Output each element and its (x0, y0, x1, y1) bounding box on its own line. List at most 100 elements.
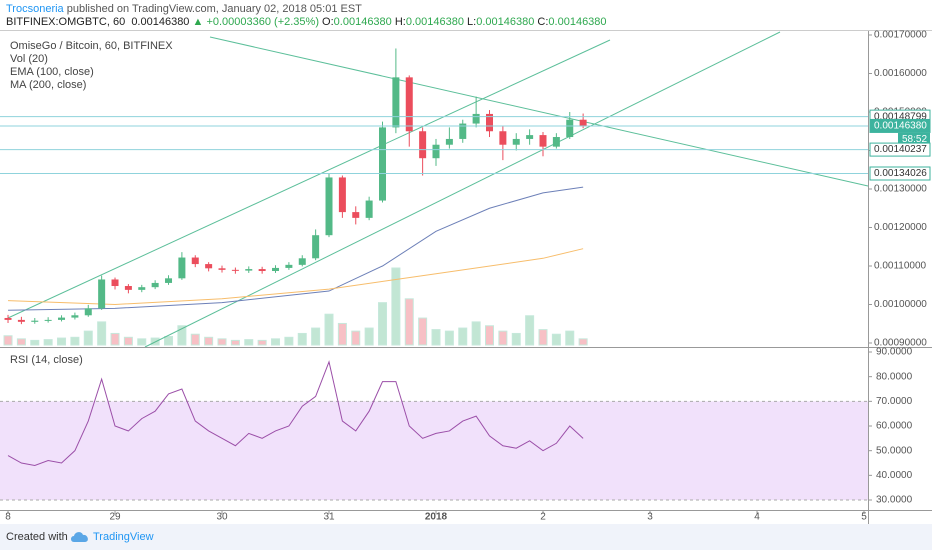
candle-body (4, 317, 12, 320)
candle-body (499, 131, 507, 145)
candle-body (285, 264, 293, 268)
candle-body (165, 278, 173, 283)
volume-bar (471, 321, 481, 346)
y-tick-label: 0.00160000 (874, 68, 927, 79)
rsi-line (7, 360, 584, 466)
ohlc-key: C: (537, 16, 549, 28)
candle-body (552, 137, 560, 147)
rsi-band (0, 401, 868, 501)
volume-bar (337, 322, 347, 346)
legend: OmiseGo / Bitcoin, 60, BITFINEX Vol (20)… (10, 40, 173, 92)
y-tick-label: 0.00130000 (874, 184, 927, 195)
volume-bar (364, 327, 374, 346)
candle-body (392, 77, 400, 128)
volume-bar (230, 339, 240, 346)
volume-bar (311, 327, 321, 346)
candle-body (419, 131, 427, 159)
volume-bar (70, 336, 80, 346)
volume-bar (30, 339, 40, 346)
volume-bar (110, 332, 120, 346)
volume-bar (485, 325, 495, 346)
y-tick-label: 0.00110000 (874, 261, 927, 272)
volume-bar (284, 336, 294, 346)
volume-bar (43, 339, 53, 346)
volume-bar (391, 267, 401, 346)
candle-body (17, 319, 25, 322)
legend-title: OmiseGo / Bitcoin, 60, BITFINEX (10, 40, 173, 52)
volume-bar (16, 338, 26, 346)
legend-entry: MA (200, close) (10, 79, 87, 91)
candle-body (365, 200, 373, 218)
y-tick-label: 90.0000 (876, 347, 913, 358)
y-tick-label: 0.00100000 (874, 299, 927, 310)
candle-body (512, 138, 520, 145)
price-label: 0.00148799 (874, 111, 927, 122)
x-tick-label: 2018 (425, 512, 448, 523)
price-label: 0.00140237 (874, 144, 927, 155)
y-tick-label: 50.0000 (876, 445, 913, 456)
volume-bar (57, 337, 67, 346)
volume-bar (97, 321, 107, 346)
published: published on TradingView.com, January 02… (66, 3, 362, 15)
candle-body (258, 269, 266, 272)
candle-body (218, 268, 226, 270)
y-tick-label: 0.00170000 (874, 30, 927, 41)
volume-bar (431, 329, 441, 346)
y-tick-label: 0.00120000 (874, 222, 927, 233)
ohlc-key: L: (467, 16, 477, 28)
candle-body (44, 319, 52, 321)
candle-body (245, 269, 253, 271)
candle-body (124, 286, 132, 290)
volume-bar (164, 336, 174, 346)
candle-body (312, 235, 320, 259)
volume-bar (458, 327, 468, 346)
volume-bar (83, 330, 93, 346)
y-tick-label: 40.0000 (876, 470, 913, 481)
x-tick-label: 5 (861, 512, 867, 523)
volume-bar (578, 338, 588, 346)
candle-body (566, 119, 574, 138)
legend: RSI (14, close) (10, 354, 83, 367)
volume-bar (217, 338, 227, 346)
volume-bar (150, 337, 160, 346)
volume-bar (271, 338, 281, 346)
candle-body (205, 264, 213, 269)
candle-body (298, 258, 306, 265)
candle-body (191, 257, 199, 265)
y-tick-label: 30.0000 (876, 495, 913, 506)
y-tick-label: 80.0000 (876, 371, 913, 382)
candle-body (138, 287, 146, 290)
volume-bar (257, 339, 267, 346)
x-tick-label: 2 (540, 512, 546, 523)
candle-body (472, 113, 480, 124)
candle-body (71, 315, 79, 318)
candle-body (352, 212, 360, 218)
brand[interactable]: TradingView (93, 531, 154, 543)
x-tick-label: 29 (109, 512, 121, 523)
ohlc-value: 0.00146380 (476, 16, 535, 28)
legend-entry: Vol (20) (10, 53, 48, 65)
volume-bar (204, 336, 214, 346)
ohlc-value: 0.00146380 (548, 16, 607, 28)
candle-body (486, 113, 494, 132)
symbol: BITFINEX:OMGBTC, 60 (6, 16, 126, 28)
y-tick-label: 70.0000 (876, 396, 913, 407)
x-tick-label: 8 (5, 512, 11, 523)
volume-bar (404, 298, 414, 346)
volume-bar (177, 325, 187, 346)
price-label-box (869, 142, 931, 157)
price-label-box (869, 166, 931, 181)
author[interactable]: Trocsoneria (6, 3, 64, 15)
ohlc-value: 0.00146380 (333, 16, 392, 28)
volume-bar (297, 332, 307, 346)
trend-line (144, 31, 781, 348)
price-label-box (869, 118, 931, 133)
legend-entry: EMA (100, close) (10, 66, 94, 78)
volume-bar (137, 338, 147, 346)
candle-body (325, 177, 333, 236)
volume-bar (525, 315, 535, 346)
ma-line (8, 186, 584, 311)
volume-bar (511, 332, 521, 346)
trend-line (7, 39, 611, 319)
